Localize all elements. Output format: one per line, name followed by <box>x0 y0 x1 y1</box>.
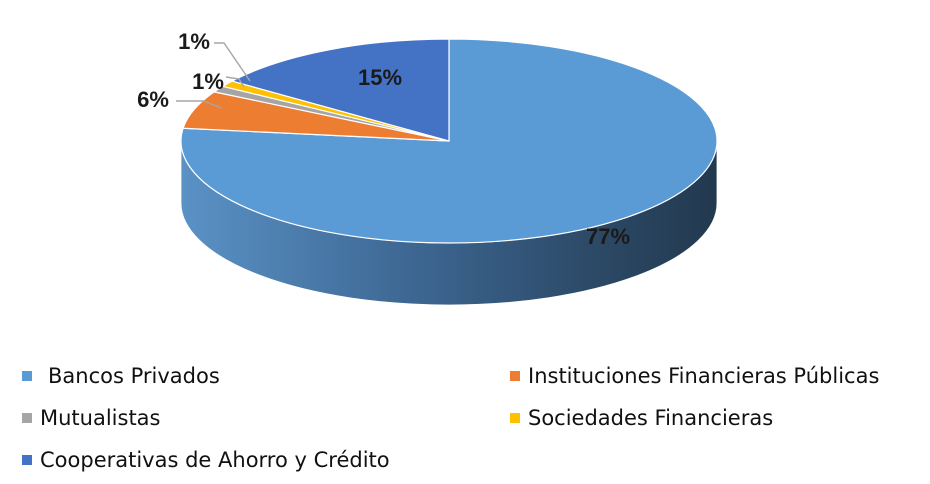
legend-label: Bancos Privados <box>48 364 220 388</box>
pie-data-labels: 77% 6% 1% 1% 15% <box>137 29 630 249</box>
legend-label: Instituciones Financieras Públicas <box>528 364 880 388</box>
legend-label: Cooperativas de Ahorro y Crédito <box>40 448 390 472</box>
legend-item-cooperativas-de-ahorro-y-credito: Cooperativas de Ahorro y Crédito <box>22 444 390 476</box>
legend-swatch <box>510 371 520 381</box>
legend-item-mutualistas: Mutualistas <box>22 402 161 434</box>
pie-slices <box>180 38 718 244</box>
pie-chart-plot: 77% 6% 1% 1% 15% <box>137 29 718 306</box>
data-label-cooperativas-de-ahorro-y-credito: 15% <box>358 65 402 90</box>
legend-swatch <box>22 371 32 381</box>
pie-slice-cooperativas-de-ahorro-y-credito <box>231 38 450 142</box>
legend-swatch <box>510 413 520 423</box>
legend-label: Sociedades Financieras <box>528 406 774 430</box>
legend: Bancos Privados Instituciones Financiera… <box>0 354 930 484</box>
data-label-sociedades-financieras: 1% <box>178 29 210 54</box>
data-label-bancos-privados: 77% <box>586 224 630 249</box>
legend-item-bancos-privados: Bancos Privados <box>22 360 220 392</box>
legend-swatch <box>22 413 32 423</box>
leader-line-instituciones-financieras-publicas <box>176 100 223 109</box>
legend-swatch <box>22 455 32 465</box>
legend-item-sociedades-financieras: Sociedades Financieras <box>510 402 773 434</box>
leader-line-sociedades-financieras <box>214 42 251 82</box>
data-label-instituciones-financieras-publicas: 6% <box>137 87 169 112</box>
data-label-mutualistas: 1% <box>192 69 224 94</box>
legend-label: Mutualistas <box>40 406 161 430</box>
legend-item-instituciones-financieras-publicas: Instituciones Financieras Públicas <box>510 360 879 392</box>
leader-line-mutualistas <box>225 76 245 88</box>
